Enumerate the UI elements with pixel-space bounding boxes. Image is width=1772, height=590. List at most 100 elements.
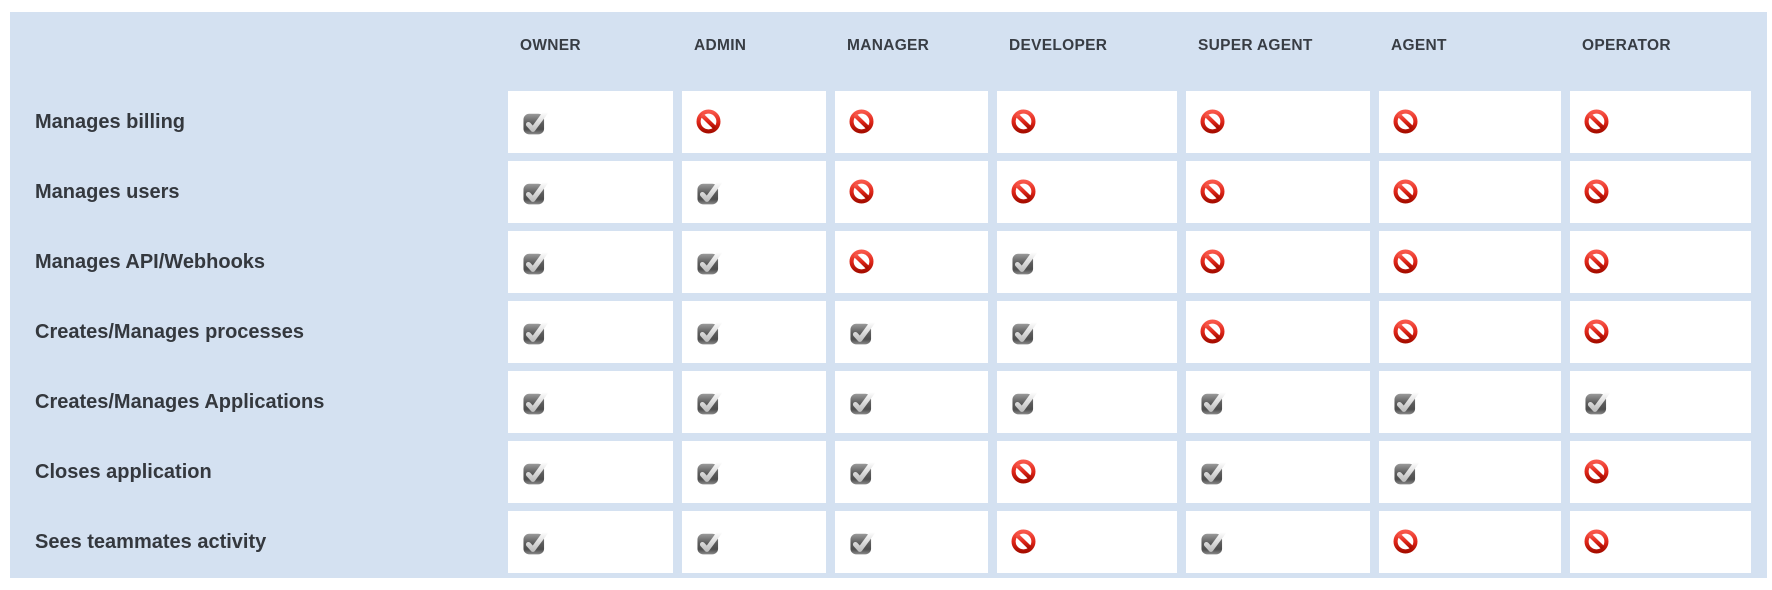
check-icon (1392, 388, 1420, 416)
permission-cell-operator-row2 (1570, 161, 1751, 223)
permission-cell-owner-row7 (508, 511, 673, 573)
column-header-agent: AGENT (1391, 36, 1447, 54)
check-icon (521, 528, 549, 556)
check-icon (1392, 458, 1420, 486)
permissions-grid: OWNER ADMIN MANAGER DEVELOPER SUPER AGENT AGE… (10, 12, 1767, 573)
row-label-creates-manages-processes: Creates/Manages processes (35, 320, 305, 343)
permission-cell-operator-row5 (1570, 371, 1751, 433)
permission-cell-agent-row3 (1379, 231, 1561, 293)
permission-cell-admin-row3 (682, 231, 826, 293)
permission-cell-agent-row6 (1379, 441, 1561, 503)
prohibited-icon (848, 248, 876, 276)
prohibited-icon (848, 108, 876, 136)
permission-cell-developer-row2 (997, 161, 1177, 223)
permission-cell-agent-row4 (1379, 301, 1561, 363)
permission-cell-super-agent-row3 (1186, 231, 1370, 293)
row-label-manages-users: Manages users (35, 180, 180, 203)
permission-cell-developer-row7 (997, 511, 1177, 573)
permission-cell-operator-row3 (1570, 231, 1751, 293)
prohibited-icon (1392, 318, 1420, 346)
permission-cell-developer-row5 (997, 371, 1177, 433)
check-icon (848, 528, 876, 556)
permission-cell-admin-row1 (682, 91, 826, 153)
check-icon (848, 458, 876, 486)
permission-cell-owner-row2 (508, 161, 673, 223)
prohibited-icon (1010, 458, 1038, 486)
permissions-panel: OWNER ADMIN MANAGER DEVELOPER SUPER AGENT AGE… (10, 12, 1767, 578)
permission-cell-developer-row4 (997, 301, 1177, 363)
check-icon (521, 318, 549, 346)
permission-cell-super-agent-row7 (1186, 511, 1370, 573)
prohibited-icon (1199, 248, 1227, 276)
permission-cell-manager-row6 (835, 441, 988, 503)
prohibited-icon (1583, 248, 1611, 276)
prohibited-icon (1392, 528, 1420, 556)
prohibited-icon (1199, 108, 1227, 136)
permission-cell-admin-row2 (682, 161, 826, 223)
column-header-super-agent: SUPER AGENT (1198, 36, 1313, 54)
row-label-manages-billing: Manages billing (35, 110, 186, 133)
permission-cell-agent-row1 (1379, 91, 1561, 153)
prohibited-icon (1583, 528, 1611, 556)
check-icon (695, 388, 723, 416)
row-label-creates-manages-applications: Creates/Manages Applications (35, 390, 325, 413)
permission-cell-owner-row1 (508, 91, 673, 153)
permission-cell-owner-row6 (508, 441, 673, 503)
prohibited-icon (1392, 248, 1420, 276)
check-icon (848, 318, 876, 346)
check-icon (1583, 388, 1611, 416)
prohibited-icon (1199, 318, 1227, 346)
permission-cell-admin-row4 (682, 301, 826, 363)
check-icon (848, 388, 876, 416)
check-icon (521, 458, 549, 486)
check-icon (695, 248, 723, 276)
prohibited-icon (1583, 108, 1611, 136)
prohibited-icon (1199, 178, 1227, 206)
permission-cell-operator-row1 (1570, 91, 1751, 153)
permission-cell-manager-row2 (835, 161, 988, 223)
row-label-closes-application: Closes application (35, 460, 212, 483)
permission-cell-manager-row1 (835, 91, 988, 153)
prohibited-icon (848, 178, 876, 206)
check-icon (1010, 248, 1038, 276)
table-corner-spacer (10, 12, 499, 83)
permission-cell-developer-row6 (997, 441, 1177, 503)
check-icon (1199, 388, 1227, 416)
check-icon (521, 108, 549, 136)
column-header-operator: OPERATOR (1582, 36, 1671, 54)
permission-cell-operator-row4 (1570, 301, 1751, 363)
permission-cell-super-agent-row1 (1186, 91, 1370, 153)
permission-cell-super-agent-row5 (1186, 371, 1370, 433)
permission-cell-manager-row5 (835, 371, 988, 433)
permission-cell-admin-row7 (682, 511, 826, 573)
permission-cell-admin-row5 (682, 371, 826, 433)
prohibited-icon (1583, 178, 1611, 206)
check-icon (1199, 528, 1227, 556)
column-header-admin: ADMIN (694, 36, 747, 54)
permission-cell-super-agent-row4 (1186, 301, 1370, 363)
check-icon (521, 178, 549, 206)
permission-cell-agent-row7 (1379, 511, 1561, 573)
permission-cell-super-agent-row6 (1186, 441, 1370, 503)
prohibited-icon (695, 108, 723, 136)
prohibited-icon (1583, 318, 1611, 346)
check-icon (695, 178, 723, 206)
permission-cell-owner-row4 (508, 301, 673, 363)
permission-cell-super-agent-row2 (1186, 161, 1370, 223)
permission-cell-manager-row4 (835, 301, 988, 363)
check-icon (695, 458, 723, 486)
column-header-owner: OWNER (520, 36, 581, 54)
check-icon (521, 248, 549, 276)
check-icon (1010, 388, 1038, 416)
permission-cell-developer-row1 (997, 91, 1177, 153)
check-icon (521, 388, 549, 416)
permission-cell-owner-row3 (508, 231, 673, 293)
check-icon (695, 528, 723, 556)
prohibited-icon (1392, 178, 1420, 206)
permission-cell-manager-row3 (835, 231, 988, 293)
row-label-sees-teammates-activity: Sees teammates activity (35, 530, 267, 553)
permission-cell-operator-row6 (1570, 441, 1751, 503)
row-label-manages-api-webhooks: Manages API/Webhooks (35, 250, 266, 273)
check-icon (1010, 318, 1038, 346)
permission-cell-developer-row3 (997, 231, 1177, 293)
